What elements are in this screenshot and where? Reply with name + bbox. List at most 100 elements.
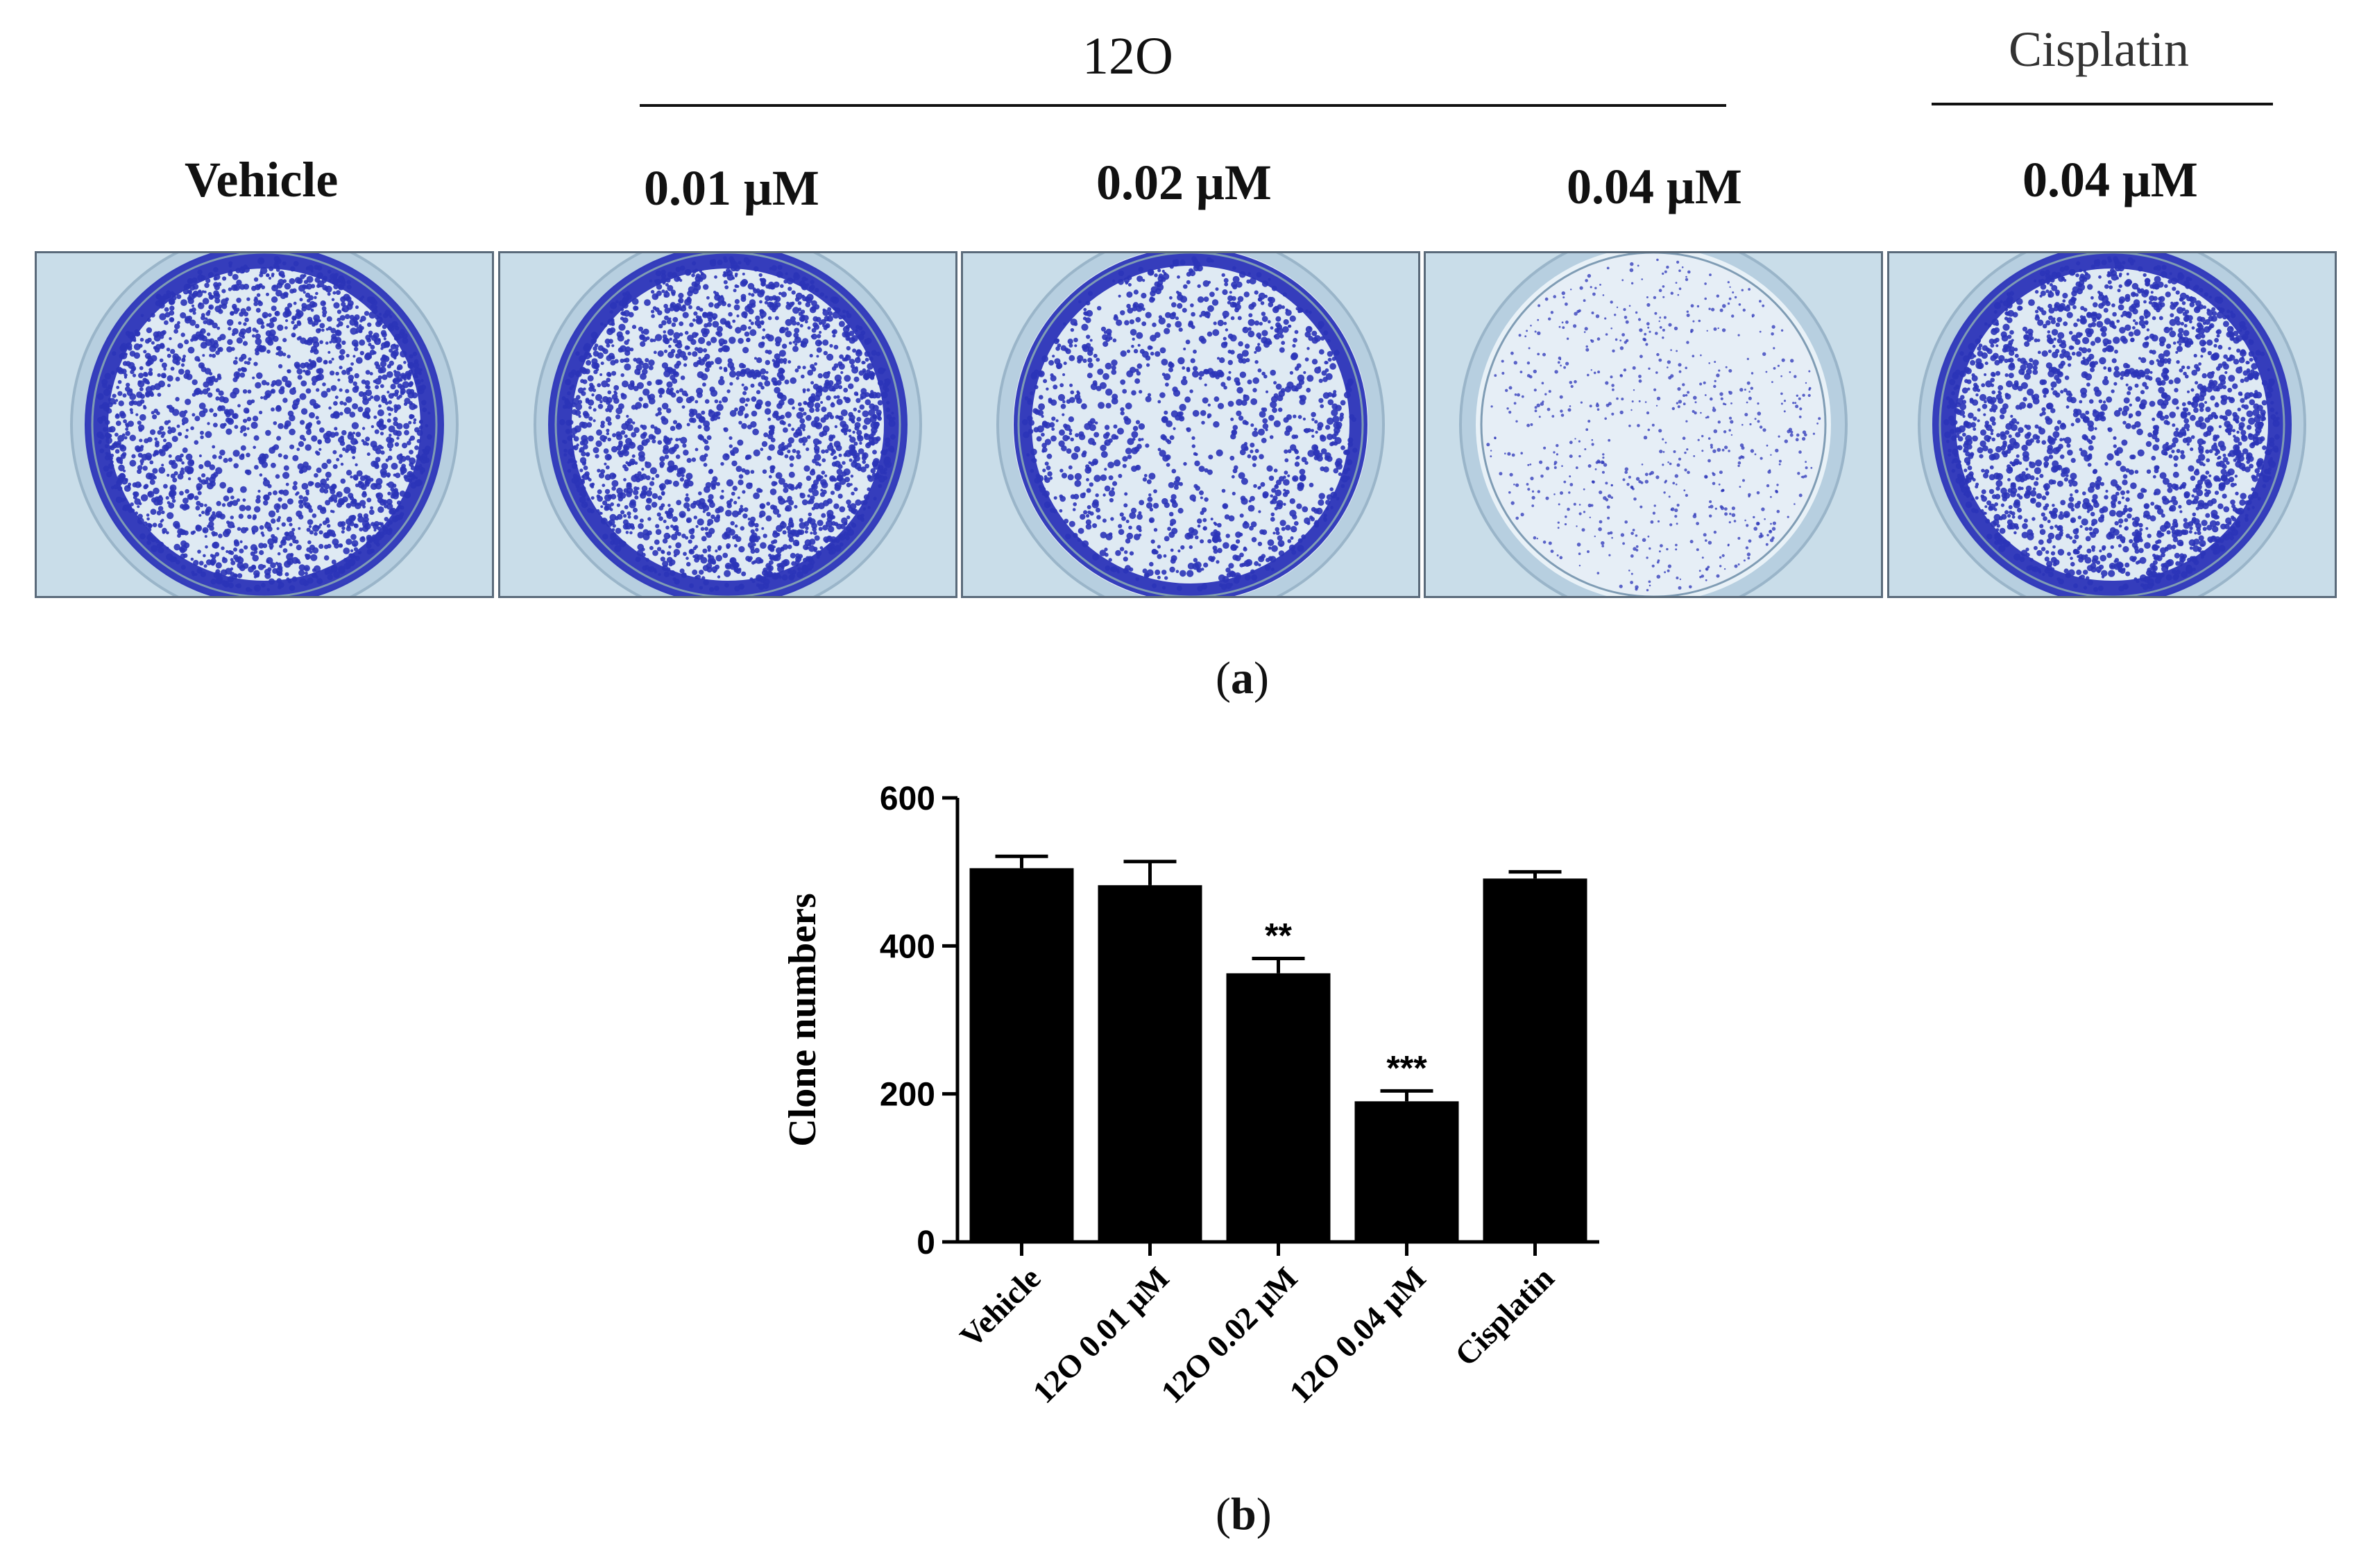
colony-dot <box>341 370 347 375</box>
colony-dot <box>1239 552 1244 558</box>
colony-dot <box>1087 373 1093 379</box>
colony-dot <box>781 520 785 525</box>
colony-dot <box>633 489 639 495</box>
colony-dot <box>354 523 359 529</box>
colony-dot <box>1023 431 1030 438</box>
colony-dot <box>637 444 644 452</box>
colony-dot <box>319 523 323 527</box>
colony-dot <box>266 292 269 296</box>
colony-dot <box>714 399 719 404</box>
colony-dot <box>1266 465 1273 472</box>
colony-dot <box>414 445 419 450</box>
colony-dot <box>221 546 225 550</box>
colony-dot <box>1270 517 1275 522</box>
colony-dot <box>762 570 769 577</box>
colony-dot <box>675 438 679 442</box>
colony-dot <box>797 427 801 431</box>
colony-dot <box>600 469 606 475</box>
colony-dot <box>1216 560 1220 564</box>
colony-dot <box>1178 327 1183 332</box>
colony-dot <box>1227 359 1233 366</box>
colony-dot <box>1287 449 1292 454</box>
colony-dot <box>1236 386 1243 394</box>
colony-dot <box>225 297 230 302</box>
colony-dot <box>800 317 805 322</box>
colony-dot <box>203 554 206 558</box>
colony-dot <box>1126 532 1134 540</box>
colony-dot <box>574 480 581 487</box>
colony-dot <box>253 301 259 307</box>
colony-dot <box>715 357 722 365</box>
colony-dot <box>679 568 685 574</box>
colony-dot <box>699 586 704 590</box>
colony-dot <box>874 427 877 430</box>
colony-dot <box>821 470 826 475</box>
colony-dot <box>1142 568 1148 574</box>
colony-dot <box>1022 419 1028 425</box>
colony-dot <box>575 351 580 356</box>
colony-dot <box>268 510 276 518</box>
colony-dot <box>600 505 604 509</box>
colony-dot <box>739 509 743 513</box>
colony-dot <box>1288 544 1295 551</box>
colony-dot <box>222 556 225 560</box>
colony-dot <box>581 451 586 457</box>
colony-dot <box>607 390 612 395</box>
colony-dot <box>415 379 421 385</box>
colony-dot <box>787 495 792 502</box>
colony-dot <box>692 351 698 357</box>
colony-dot <box>802 388 806 392</box>
colony-dot <box>751 410 758 417</box>
colony-dot <box>769 556 774 560</box>
colony-dot <box>361 520 370 527</box>
colony-dot <box>654 570 658 574</box>
colony-dot <box>626 424 633 432</box>
colony-dot <box>819 492 826 497</box>
colony-dot <box>1123 416 1129 422</box>
colony-dot <box>255 307 261 313</box>
colony-dot <box>407 375 411 380</box>
colony-dot <box>816 474 822 480</box>
colony-dot <box>860 466 867 472</box>
colony-dot <box>668 344 672 348</box>
colony-dot <box>332 291 337 295</box>
colony-dot <box>243 322 247 326</box>
colony-dot <box>204 282 210 289</box>
colony-dot <box>348 366 353 372</box>
colony-dot <box>787 544 792 549</box>
colony-dot <box>609 327 616 334</box>
colony-dot <box>615 414 621 420</box>
colony-dot <box>631 404 636 410</box>
colony-dot <box>376 420 384 427</box>
colony-dot <box>99 448 105 454</box>
colony-dot <box>806 293 814 301</box>
colony-dot <box>608 409 612 413</box>
colony-dot <box>1254 449 1259 453</box>
colony-dot <box>310 481 314 486</box>
colony-dot <box>876 409 882 416</box>
colony-dot <box>1284 386 1291 393</box>
colony-dot <box>869 403 876 410</box>
colony-dot <box>254 506 261 513</box>
colony-dot <box>834 374 842 382</box>
colony-dot <box>269 318 275 323</box>
colony-dot <box>130 509 135 513</box>
colony-dot <box>597 489 602 495</box>
colony-dot <box>812 531 817 536</box>
colony-dot <box>402 443 408 449</box>
colony-dot <box>769 304 776 311</box>
colony-dot <box>394 409 398 414</box>
colony-dot <box>1209 291 1215 298</box>
colony-dot <box>631 298 639 305</box>
colony-dot <box>749 329 757 336</box>
colony-dot <box>227 489 231 493</box>
colony-dot <box>392 493 399 500</box>
colony-dot <box>811 300 817 307</box>
colony-dot <box>649 467 657 475</box>
colony-dot <box>370 425 375 429</box>
colony-dot <box>678 293 684 299</box>
colony-dot <box>118 400 124 407</box>
colony-dot <box>1258 563 1261 567</box>
colony-dot <box>704 445 710 451</box>
colony-dot <box>769 465 775 470</box>
